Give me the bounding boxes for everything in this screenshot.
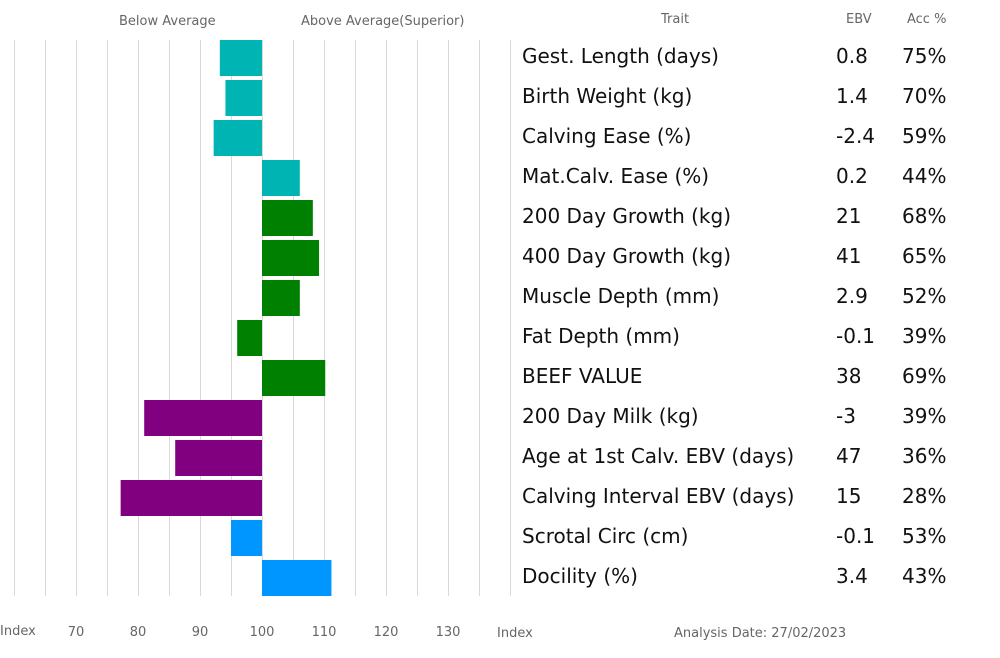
x-tick-label: 120 (374, 625, 399, 640)
acc-value: 44% (902, 164, 947, 188)
trait-name: Calving Ease (%) (522, 124, 692, 148)
ebv-value: 15 (836, 484, 862, 508)
x-tick-label: 90 (192, 625, 209, 640)
trait-name: 200 Day Growth (kg) (522, 204, 732, 228)
index-axis-label-right: Index (497, 626, 533, 641)
ebv-value: 2.9 (836, 284, 868, 308)
bar-12 (120, 480, 262, 516)
trait-name: Muscle Depth (mm) (522, 284, 720, 308)
ebv-value: -3 (836, 404, 856, 428)
x-tick-label: 130 (436, 625, 461, 640)
analysis-date: Analysis Date: 27/02/2023 (674, 626, 847, 641)
bar-5 (262, 200, 313, 236)
index-axis-label-left: Index (0, 624, 36, 639)
x-tick-label: 100 (250, 625, 275, 640)
acc-value: 28% (902, 484, 947, 508)
index-bar-chart: 70 80 90 100 110 120 130 (14, 40, 511, 640)
table-row: Birth Weight (kg) 1.4 70% (522, 76, 992, 116)
trait-name: Age at 1st Calv. EBV (days) (522, 444, 795, 468)
table-row: Age at 1st Calv. EBV (days) 47 36% (522, 436, 992, 476)
trait-name: Mat.Calv. Ease (%) (522, 164, 710, 188)
trait-name: Docility (%) (522, 564, 638, 588)
trait-name: Calving Interval EBV (days) (522, 484, 795, 508)
table-row: Scrotal Circ (cm) -0.1 53% (522, 516, 992, 556)
x-tick-label: 80 (130, 625, 147, 640)
bar-14 (262, 560, 332, 596)
bar-2 (225, 80, 262, 116)
acc-value: 39% (902, 324, 947, 348)
acc-value: 43% (902, 564, 947, 588)
ebv-value: 47 (836, 444, 862, 468)
acc-value: 59% (902, 124, 947, 148)
acc-value: 70% (902, 84, 947, 108)
bar-8 (237, 320, 262, 356)
table-row: 200 Day Growth (kg) 21 68% (522, 196, 992, 236)
bar-13 (231, 520, 262, 556)
acc-value: 53% (902, 524, 947, 548)
trait-name: Birth Weight (kg) (522, 84, 693, 108)
table-row: Calving Interval EBV (days) 15 28% (522, 476, 992, 516)
acc-value: 69% (902, 364, 947, 388)
x-tick-label: 110 (312, 625, 337, 640)
bar-3 (213, 120, 262, 156)
ebv-value: 0.2 (836, 164, 868, 188)
bar-7 (262, 280, 300, 316)
table-row: Fat Depth (mm) -0.1 39% (522, 316, 992, 356)
trait-name: Fat Depth (mm) (522, 324, 680, 348)
bar-11 (175, 440, 262, 476)
ebv-column-header: EBV (846, 12, 872, 27)
acc-value: 68% (902, 204, 947, 228)
bar-9 (262, 360, 326, 396)
ebv-value: 41 (836, 244, 862, 268)
below-average-label: Below Average (119, 14, 216, 29)
acc-value: 65% (902, 244, 947, 268)
bar-10 (144, 400, 262, 436)
bar-4 (262, 160, 300, 196)
acc-column-header: Acc % (907, 12, 947, 27)
trait-name: 400 Day Growth (kg) (522, 244, 732, 268)
trait-name: 200 Day Milk (kg) (522, 404, 699, 428)
table-row: Gest. Length (days) 0.8 75% (522, 36, 992, 76)
table-row: BEEF VALUE 38 69% (522, 356, 992, 396)
trait-name: BEEF VALUE (522, 364, 643, 388)
acc-value: 52% (902, 284, 947, 308)
ebv-value: -2.4 (836, 124, 876, 148)
above-average-label: Above Average(Superior) (301, 14, 465, 29)
acc-value: 75% (902, 44, 947, 68)
acc-value: 36% (902, 444, 947, 468)
table-row: 200 Day Milk (kg) -3 39% (522, 396, 992, 436)
table-row: Calving Ease (%) -2.4 59% (522, 116, 992, 156)
table-row: Docility (%) 3.4 43% (522, 556, 992, 596)
ebv-value: 1.4 (836, 84, 868, 108)
ebv-value: -0.1 (836, 324, 876, 348)
acc-value: 39% (902, 404, 947, 428)
table-row: 400 Day Growth (kg) 41 65% (522, 236, 992, 276)
table-row: Muscle Depth (mm) 2.9 52% (522, 276, 992, 316)
trait-name: Scrotal Circ (cm) (522, 524, 689, 548)
ebv-value: 38 (836, 364, 862, 388)
trait-column-header: Trait (661, 12, 690, 27)
ebv-value: 3.4 (836, 564, 868, 588)
bar-6 (262, 240, 320, 276)
ebv-value: 21 (836, 204, 862, 228)
ebv-value: 0.8 (836, 44, 868, 68)
x-tick-label: 70 (68, 625, 85, 640)
bar-1 (219, 40, 262, 76)
table-row: Mat.Calv. Ease (%) 0.2 44% (522, 156, 992, 196)
ebv-value: -0.1 (836, 524, 876, 548)
trait-name: Gest. Length (days) (522, 44, 719, 68)
